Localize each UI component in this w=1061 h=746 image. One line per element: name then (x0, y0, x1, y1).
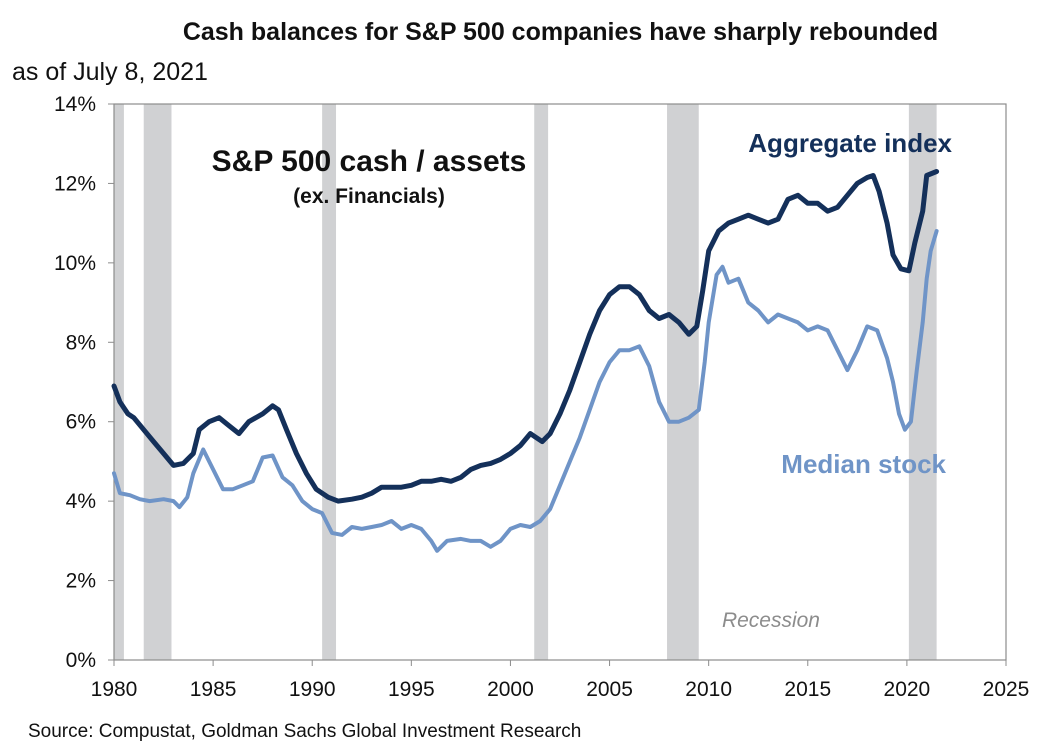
recession-band (143, 104, 172, 660)
chart-subtitle: as of July 8, 2021 (12, 58, 208, 86)
y-tick-label: 0% (66, 649, 96, 672)
x-tick-label: 1995 (388, 678, 435, 701)
x-tick-label: 1980 (91, 678, 138, 701)
series-median-stock-line (112, 229, 939, 553)
legend-aggregate-index: Aggregate index (748, 128, 952, 158)
inner-subtitle: (ex. Financials) (293, 185, 445, 208)
series-lines (111, 169, 940, 553)
x-tick-label: 1990 (289, 678, 336, 701)
y-tick-label: 12% (54, 172, 96, 195)
recession-band (667, 104, 699, 660)
chart-title: Cash balances for S&P 500 companies have… (182, 18, 939, 46)
y-tick-label: 4% (66, 490, 96, 513)
recession-band (114, 104, 124, 660)
y-tick-label: 10% (54, 252, 96, 275)
source-note: Source: Compustat, Goldman Sachs Global … (28, 721, 582, 742)
series-aggregate-index-line (111, 169, 940, 504)
x-tick-label: 2025 (983, 678, 1030, 701)
recession-label: Recession (722, 609, 820, 632)
legend-median-stock: Median stock (781, 449, 946, 479)
inner-title: S&P 500 cash / assets (212, 145, 527, 178)
axes: 0% 2% 4% 6% 8% 10% 12% 14% 1980 1985 1990 1995 2000 2… (54, 93, 1029, 701)
x-tick-label: 2000 (487, 678, 534, 701)
recession-band (534, 104, 549, 660)
x-tick-label: 2010 (685, 678, 732, 701)
x-tick-label: 2020 (884, 678, 931, 701)
y-tick-label: 14% (54, 93, 96, 116)
recession-band (908, 104, 937, 660)
x-tick-label: 1985 (190, 678, 237, 701)
x-tick-label: 2005 (586, 678, 633, 701)
x-tick-label: 2015 (784, 678, 831, 701)
y-tick-label: 2% (66, 570, 96, 593)
y-tick-label: 6% (66, 411, 96, 434)
plot-frame (113, 103, 1007, 661)
recession-bands (114, 104, 937, 660)
y-tick-label: 8% (66, 331, 96, 354)
